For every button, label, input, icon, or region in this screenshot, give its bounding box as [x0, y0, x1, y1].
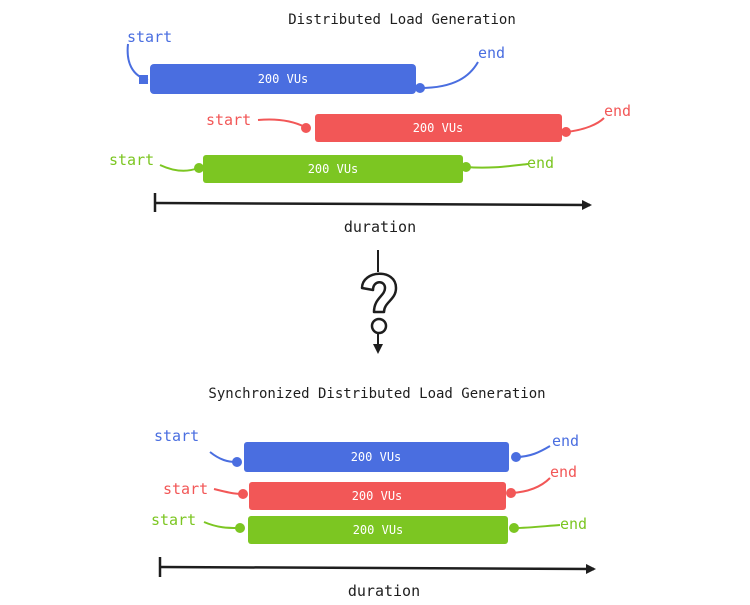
top-axis-label: duration	[344, 218, 416, 236]
top-timeline	[153, 193, 592, 212]
top-red-end-handle	[561, 127, 571, 137]
top-red-end-connector	[565, 117, 605, 133]
top-blue-start-connector	[126, 43, 149, 81]
top-bar-red: start 200 VUs end	[206, 102, 631, 142]
bottom-green-start-connector	[203, 521, 239, 529]
bottom-blue-end-connector	[515, 445, 551, 458]
top-timeline-arrow	[154, 199, 592, 210]
top-red-end-label: end	[604, 102, 631, 120]
bottom-blue-start-label: start	[154, 427, 199, 445]
top-blue-end-handle	[415, 83, 425, 93]
bottom-green-end-label: end	[560, 515, 587, 533]
bottom-red-start-label: start	[163, 480, 208, 498]
bottom-timeline	[158, 557, 596, 577]
top-green-bar	[203, 155, 463, 183]
bottom-axis-label: duration	[348, 582, 420, 600]
bottom-title: Synchronized Distributed Load Generation	[208, 386, 545, 402]
top-blue-end-connector	[419, 61, 479, 89]
bottom-blue-bar	[244, 442, 509, 472]
top-green-bar-label: 200 VUs	[308, 162, 359, 176]
bottom-green-bar-label: 200 VUs	[353, 523, 404, 537]
top-blue-bar-label: 200 VUs	[258, 72, 309, 86]
top-red-start-connector	[257, 118, 306, 128]
bottom-bar-green: start 200 VUs end	[151, 511, 587, 544]
top-green-start-label: start	[109, 151, 154, 169]
top-blue-bar	[150, 64, 416, 94]
bottom-blue-bar-label: 200 VUs	[351, 450, 402, 464]
bottom-blue-start-handle	[232, 457, 242, 467]
top-green-start-handle	[194, 163, 204, 173]
bottom-bar-blue: start 200 VUs end	[154, 427, 579, 472]
bottom-red-start-connector	[213, 488, 243, 495]
top-red-bar-label: 200 VUs	[413, 121, 464, 135]
bottom-red-end-connector	[510, 477, 551, 494]
top-blue-start-handle	[139, 75, 148, 84]
bottom-green-start-label: start	[151, 511, 196, 529]
bottom-red-end-handle	[506, 488, 516, 498]
top-bar-green: start 200 VUs end	[109, 151, 554, 183]
bottom-blue-start-connector	[209, 451, 237, 463]
top-green-start-connector	[159, 164, 199, 172]
question-mark-icon	[360, 250, 398, 354]
top-title: Distributed Load Generation	[288, 12, 516, 28]
top-green-end-label: end	[527, 154, 554, 172]
top-green-end-connector	[465, 163, 529, 169]
bottom-green-start-handle	[235, 523, 245, 533]
top-red-bar	[315, 114, 562, 142]
top-blue-end-label: end	[478, 44, 505, 62]
bottom-red-start-handle	[238, 489, 248, 499]
bottom-timeline-arrow	[159, 563, 596, 574]
top-bar-blue: start 200 VUs end	[126, 28, 505, 94]
bottom-bar-red: start 200 VUs end	[163, 463, 577, 510]
bottom-red-bar-label: 200 VUs	[352, 489, 403, 503]
bottom-green-end-connector	[513, 524, 561, 529]
bottom-green-end-handle	[509, 523, 519, 533]
bottom-green-bar	[248, 516, 508, 544]
bottom-red-bar	[249, 482, 506, 510]
top-red-start-handle	[301, 123, 311, 133]
top-green-end-handle	[461, 162, 471, 172]
top-blue-start-label: start	[127, 28, 172, 46]
bottom-blue-end-handle	[511, 452, 521, 462]
bottom-blue-end-label: end	[552, 432, 579, 450]
top-red-start-label: start	[206, 111, 251, 129]
bottom-red-end-label: end	[550, 463, 577, 481]
